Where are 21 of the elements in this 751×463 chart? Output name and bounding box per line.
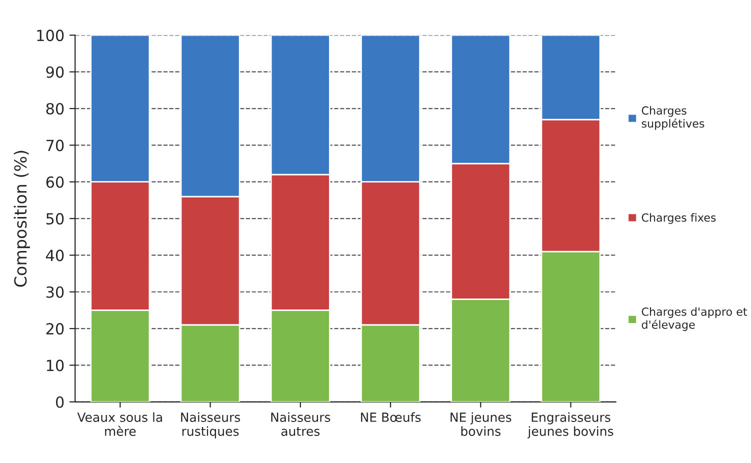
y-tick-label: 40 (46, 250, 64, 262)
x-tick-label: Naisseurs autres (271, 412, 330, 436)
y-tick-label: 30 (46, 286, 64, 298)
x-tick-label: Naisseurs rustiques (181, 412, 240, 438)
y-tick-label: 90 (46, 66, 64, 78)
y-tick-label: 100 (37, 30, 64, 42)
y-tick-label: 50 (46, 213, 64, 225)
x-tick-label: Veaux sous la mère (77, 412, 162, 436)
y-tick-label: 70 (46, 140, 64, 152)
y-tick-label: 20 (46, 323, 64, 335)
legend-label: Charges supplétives (642, 106, 704, 130)
legend-label: Charges fixes (642, 213, 716, 224)
x-tick-label: Engraisseurs jeunes bovins (527, 412, 614, 438)
y-tick-label: 10 (46, 360, 64, 372)
x-tick-label: NE jeunes bovins (450, 412, 512, 436)
y-tick-label: 0 (56, 396, 64, 408)
legend-label: Charges d'appro et d'élevage (642, 307, 748, 331)
x-tick-label: NE Bœufs (361, 412, 421, 422)
y-tick-label: 80 (46, 102, 64, 115)
y-axis-title: Composition (%) (14, 150, 30, 287)
y-tick-label: 60 (46, 176, 64, 188)
